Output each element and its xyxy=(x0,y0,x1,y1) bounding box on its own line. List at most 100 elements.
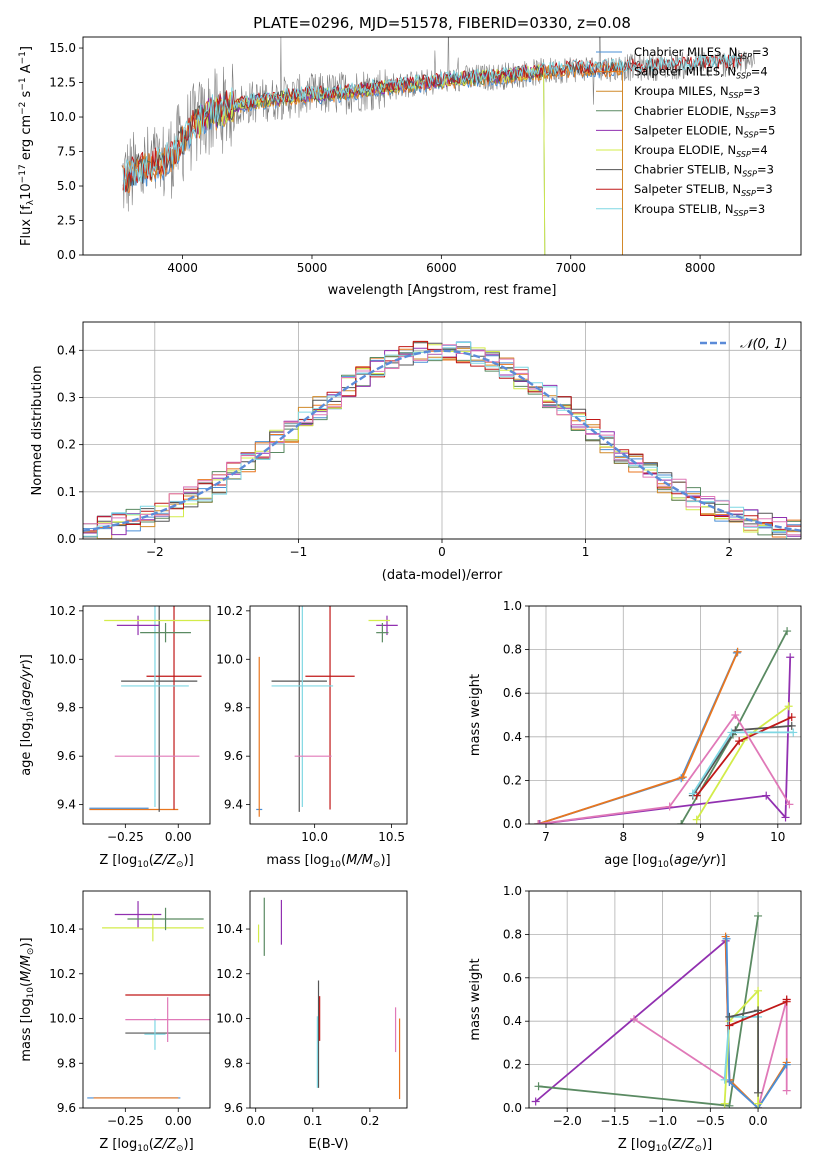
z_weight-panel: −2.0 −1.5 −1.0 −0.5 0.0 0.0 0.2 0.4 0.6 0.8 1.0 mas… xyxy=(468,884,802,1128)
mass_age-xlabel: mass [log10(M/M⊙)] xyxy=(266,853,390,870)
age_weight-marker xyxy=(787,713,796,722)
spectrum-ytick-label: 7.5 xyxy=(57,145,76,159)
age_weight-xlabel: age [log10(age/yr)] xyxy=(604,853,726,870)
age_weight-marker xyxy=(535,820,544,824)
spectrum-ytick-label: 10.0 xyxy=(49,110,76,124)
residuals-ytick-label: 0.1 xyxy=(57,485,76,499)
mass_age-ytick-label: 10.0 xyxy=(216,652,243,666)
normal-curve xyxy=(83,349,801,532)
age_weight-marker xyxy=(665,802,674,811)
age_weight-marker xyxy=(688,789,697,798)
z_weight-plot-area xyxy=(531,911,791,1108)
z_weight-ytick-label: 1.0 xyxy=(503,884,522,898)
age_weight-xtick-label: 7 xyxy=(542,830,550,844)
z_weight-marker xyxy=(782,995,791,1004)
ebv_mass-xtick-label: 0.1 xyxy=(303,1114,322,1128)
legend-label-chabrier_elodie: Chabrier ELODIE, NSSP=3 xyxy=(634,104,776,120)
z_weight-ytick-label: 0.0 xyxy=(503,1101,522,1115)
ebv_mass-xtick-label: 0.2 xyxy=(360,1114,379,1128)
age_weight-ytick-label: 0.4 xyxy=(503,730,522,744)
z_mass-ytick-label: 10.4 xyxy=(49,922,76,936)
spectrum-ytick-label: 15.0 xyxy=(49,41,76,55)
z_mass-xlabel: Z [log10(Z/Z⊙)] xyxy=(99,1137,193,1154)
age_weight-marker xyxy=(735,737,744,746)
legend-label-kroupa_miles: Kroupa MILES, NSSP=3 xyxy=(634,84,760,100)
age_weight-frame xyxy=(528,605,802,825)
age_weight-marker xyxy=(784,702,793,711)
residuals-xlabel: (data-model)/error xyxy=(382,568,503,583)
spectrum-xtick-label: 4000 xyxy=(167,261,198,275)
age_weight-series-salpeter_miles xyxy=(538,651,739,824)
age_weight-marker xyxy=(733,647,742,656)
mass_age-ytick-label: 9.4 xyxy=(224,798,243,812)
age_weight-marker xyxy=(785,800,794,809)
z_age-ytick-label: 9.8 xyxy=(57,701,76,715)
ebv_mass-ytick-label: 10.0 xyxy=(216,1012,243,1026)
z_weight-marker xyxy=(782,1086,791,1095)
mass_age-plot-area xyxy=(256,606,398,817)
residuals-ytick-label: 0.2 xyxy=(57,438,76,452)
residuals-frame xyxy=(82,321,802,540)
legend-label-chabrier_stelib: Chabrier STELIB, NSSP=3 xyxy=(634,163,774,179)
age_weight-marker xyxy=(783,627,792,636)
z_mass-ytick-label: 10.0 xyxy=(49,1012,76,1026)
z_weight-ytick-label: 0.8 xyxy=(503,927,522,941)
age_weight-xtick-label: 8 xyxy=(619,830,627,844)
z_mass-xtick-label: 0.00 xyxy=(165,1114,192,1128)
z_weight-marker xyxy=(725,1021,734,1030)
age_weight-ylabel: mass weight xyxy=(468,674,483,756)
spectrum-plot-area xyxy=(121,37,755,255)
z_mass-ytick-label: 9.6 xyxy=(57,1101,76,1115)
ebv_mass-frame xyxy=(249,890,408,1109)
z_mass-xtick-label: −0.25 xyxy=(107,1114,144,1128)
z_weight-marker xyxy=(721,932,730,941)
z_age-ytick-label: 10.0 xyxy=(49,652,76,666)
spectrum-ytick-label: 5.0 xyxy=(57,179,76,193)
hist-step-pink xyxy=(83,344,801,536)
z_weight-marker xyxy=(722,934,731,943)
residuals-ytick-label: 0.0 xyxy=(57,532,76,546)
figure-title: PLATE=0296, MJD=51578, FIBERID=0330, z=0… xyxy=(253,14,631,32)
spectrum-xtick-label: 8000 xyxy=(685,261,716,275)
spectrum-ytick-label: 2.5 xyxy=(57,214,76,228)
residuals-xtick-label: −2 xyxy=(146,545,164,559)
legend-label-chabrier_miles: Chabrier MILES, NSSP=3 xyxy=(634,45,769,61)
age_weight-marker xyxy=(731,711,740,719)
mass_age-ytick-label: 9.6 xyxy=(224,749,243,763)
age_weight-marker xyxy=(534,820,543,824)
spectrum-xtick-label: 6000 xyxy=(426,261,457,275)
age_weight-ytick-label: 0.2 xyxy=(503,773,522,787)
age_weight-series-chabrier_miles xyxy=(538,652,738,824)
z_age-ytick-label: 10.2 xyxy=(49,604,76,618)
ebv_mass-panel: 0.0 0.1 0.2 9.6 9.8 10.0 10.2 10.4 xyxy=(216,890,408,1128)
mass_age-panel: 10.0 10.5 9.4 9.6 9.8 10.0 10.2 xyxy=(216,604,408,844)
z_age-xtick-label: 0.00 xyxy=(165,830,192,844)
legend-label-salpeter_elodie: Salpeter ELODIE, NSSP=5 xyxy=(634,123,775,139)
z_weight-marker xyxy=(534,1082,543,1091)
residuals-panel: −2 −1 0 1 2 0.0 0.1 0.2 0.3 0.4 (data-model)/error… xyxy=(30,321,802,583)
age_weight-xtick-label: 9 xyxy=(697,830,705,844)
z_age-xlabel: Z [log10(Z/Z⊙)] xyxy=(99,853,193,870)
z_age-frame xyxy=(82,605,211,825)
residuals-xtick-label: 2 xyxy=(725,545,733,559)
z_weight-xtick-label: −0.5 xyxy=(696,1114,725,1128)
z_age-ylabel: age [log10(age/yr)] xyxy=(19,654,36,776)
z_age-ytick-label: 9.6 xyxy=(57,749,76,763)
z_weight-marker xyxy=(754,1088,763,1097)
spectrum-model-line-chabrier_stelib xyxy=(122,55,742,193)
spectrum-ytick-label: 0.0 xyxy=(57,248,76,262)
residuals-plot-area xyxy=(83,340,801,539)
spectrum-panel: 4000 5000 6000 7000 8000 0.0 2.5 5.0 7.5 10.0 12.5… xyxy=(49,36,802,298)
z_weight-marker xyxy=(754,1099,763,1108)
z_weight-ytick-label: 0.2 xyxy=(503,1058,522,1072)
ebv_mass-ytick-label: 9.6 xyxy=(224,1101,243,1115)
z_weight-frame xyxy=(528,890,802,1109)
age_weight-marker xyxy=(678,773,687,782)
residuals-xtick-label: −1 xyxy=(290,545,308,559)
legend-label-salpeter_miles: Salpeter MILES, NSSP=4 xyxy=(634,65,768,81)
z_weight-xtick-label: −1.5 xyxy=(600,1114,629,1128)
age_weight-ytick-label: 1.0 xyxy=(503,599,522,613)
residuals-ytick-label: 0.3 xyxy=(57,390,76,404)
mass_age-frame xyxy=(249,605,408,825)
z_weight-series-kroupa_elodie xyxy=(723,989,759,1104)
